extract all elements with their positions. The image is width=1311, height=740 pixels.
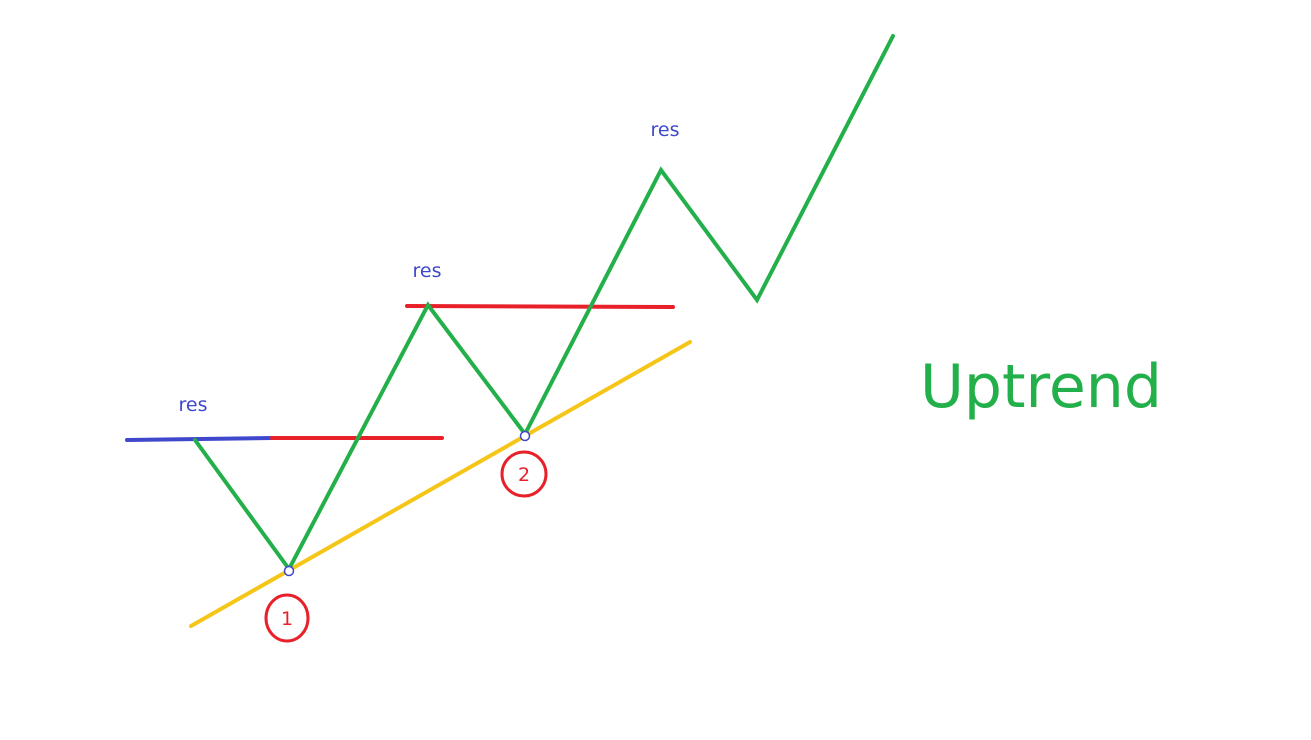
touch-marker-2-ring — [500, 450, 548, 498]
price-zigzag-line — [193, 34, 895, 573]
res-label-1: res — [179, 394, 208, 416]
res-label-2: res — [413, 260, 442, 282]
touch-marker-1-ring — [264, 593, 310, 643]
touch-marker-2-label: 2 — [518, 464, 530, 486]
diagram-title: Uptrend — [920, 352, 1162, 422]
res-label-3: res — [651, 119, 680, 141]
trend-line — [189, 340, 692, 628]
resistance-1-original — [125, 436, 274, 442]
touch-point-2-dot — [519, 430, 531, 442]
resistance-2-broken — [405, 304, 675, 309]
touch-marker-1-label: 1 — [281, 608, 293, 630]
touch-point-1-dot — [283, 565, 295, 577]
